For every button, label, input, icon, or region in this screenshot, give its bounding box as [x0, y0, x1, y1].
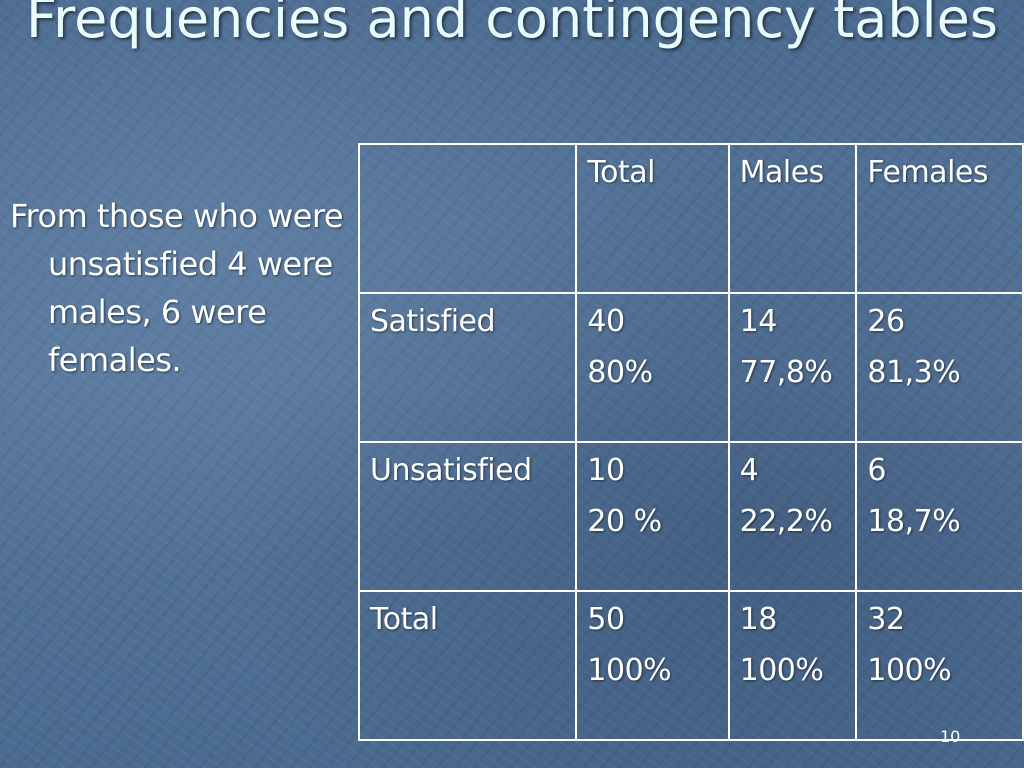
contingency-table: Total Males Females Satisfied 40 80% 14 … — [357, 143, 1024, 741]
satisfied-males-cell: 14 77,8% — [727, 292, 858, 443]
unsatisfied-total-count: 10 — [587, 453, 625, 488]
total-total-count: 50 — [587, 602, 625, 637]
row-label-total: Total — [357, 590, 578, 741]
unsatisfied-females-count: 6 — [867, 453, 886, 488]
header-females: Females — [855, 143, 1024, 294]
table-header-row: Total Males Females — [357, 143, 1024, 294]
unsatisfied-total-percent: 20 % — [587, 504, 662, 539]
unsatisfied-total-cell: 10 20 % — [575, 441, 730, 592]
unsatisfied-females-cell: 6 18,7% — [855, 441, 1024, 592]
total-total-cell: 50 100% — [575, 590, 730, 741]
table-row-satisfied: Satisfied 40 80% 14 77,8% 26 81,3% — [357, 292, 1024, 443]
slide-title: Frequencies and contingency tables — [25, 0, 999, 50]
header-males: Males — [727, 143, 858, 294]
table-row-total: Total 50 100% 18 100% 32 100% — [357, 590, 1024, 741]
slide-number: 10 — [940, 727, 961, 746]
body-text: From those who were unsatisfied 4 were m… — [10, 197, 344, 379]
satisfied-males-count: 14 — [739, 304, 778, 339]
satisfied-females-count: 26 — [867, 304, 905, 339]
satisfied-total-percent: 80% — [587, 355, 653, 390]
satisfied-total-count: 40 — [587, 304, 625, 339]
unsatisfied-males-percent: 22,2% — [739, 504, 833, 539]
unsatisfied-males-count: 4 — [739, 453, 759, 488]
row-label-unsatisfied: Unsatisfied — [357, 441, 578, 592]
satisfied-males-percent: 77,8% — [739, 355, 833, 390]
total-females-cell: 32 100% — [855, 590, 1024, 741]
table-corner-cell — [357, 143, 578, 294]
total-females-count: 32 — [867, 602, 905, 637]
total-females-percent: 100% — [867, 653, 952, 688]
table-row-unsatisfied: Unsatisfied 10 20 % 4 22,2% 6 18,7% — [357, 441, 1024, 592]
total-males-percent: 100% — [739, 653, 824, 688]
header-total: Total — [575, 143, 730, 294]
satisfied-total-cell: 40 80% — [575, 292, 730, 443]
total-total-percent: 100% — [587, 653, 672, 688]
row-label-satisfied: Satisfied — [357, 292, 578, 443]
total-males-count: 18 — [739, 602, 778, 637]
unsatisfied-males-cell: 4 22,2% — [727, 441, 858, 592]
satisfied-females-cell: 26 81,3% — [855, 292, 1024, 443]
total-males-cell: 18 100% — [727, 590, 858, 741]
unsatisfied-females-percent: 18,7% — [867, 504, 961, 539]
satisfied-females-percent: 81,3% — [867, 355, 961, 390]
